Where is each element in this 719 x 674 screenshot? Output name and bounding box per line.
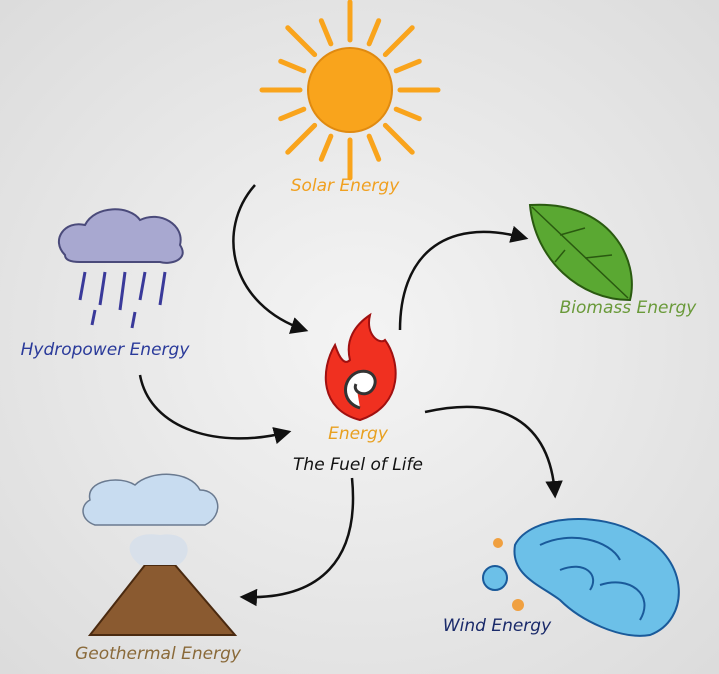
node-label: Hydropower Energy: [21, 340, 191, 360]
node-label: Solar Energy: [291, 176, 400, 196]
node-label: Wind Energy: [443, 616, 552, 636]
center-title: Energy: [328, 424, 389, 444]
node-label: Geothermal Energy: [75, 644, 242, 664]
sun-icon: [262, 2, 438, 178]
diagram: Solar Energy Biomass Energy Wind Energy …: [0, 0, 719, 674]
center-subtitle: The Fuel of Life: [293, 455, 423, 475]
node-label: Biomass Energy: [560, 298, 698, 318]
